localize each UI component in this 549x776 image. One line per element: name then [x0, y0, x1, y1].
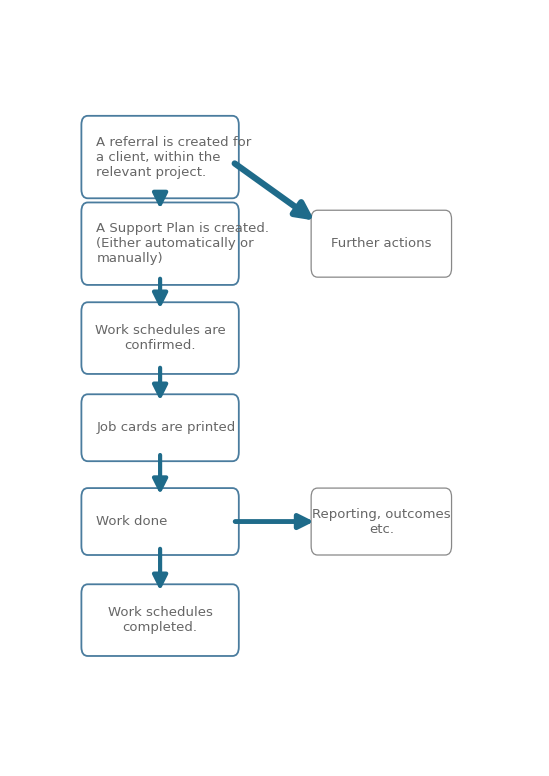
FancyBboxPatch shape: [81, 116, 239, 199]
Text: Work done: Work done: [96, 515, 167, 528]
FancyBboxPatch shape: [81, 488, 239, 555]
FancyBboxPatch shape: [311, 210, 451, 277]
FancyBboxPatch shape: [81, 394, 239, 461]
Text: Job cards are printed: Job cards are printed: [96, 421, 236, 435]
FancyBboxPatch shape: [81, 584, 239, 656]
Text: Reporting, outcomes
etc.: Reporting, outcomes etc.: [312, 508, 451, 535]
FancyBboxPatch shape: [81, 203, 239, 285]
Text: A Support Plan is created.
(Either automatically or
manually): A Support Plan is created. (Either autom…: [96, 222, 269, 265]
Text: Work schedules
completed.: Work schedules completed.: [108, 606, 212, 634]
FancyBboxPatch shape: [311, 488, 451, 555]
FancyBboxPatch shape: [81, 303, 239, 374]
Text: A referral is created for
a client, within the
relevant project.: A referral is created for a client, with…: [96, 136, 251, 178]
Text: Further actions: Further actions: [331, 237, 432, 250]
Text: Work schedules are
confirmed.: Work schedules are confirmed.: [95, 324, 226, 352]
